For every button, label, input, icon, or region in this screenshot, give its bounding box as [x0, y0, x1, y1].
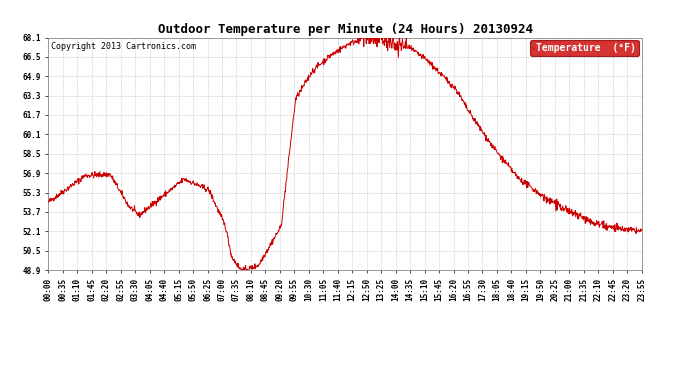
Title: Outdoor Temperature per Minute (24 Hours) 20130924: Outdoor Temperature per Minute (24 Hours… [157, 23, 533, 36]
Text: Copyright 2013 Cartronics.com: Copyright 2013 Cartronics.com [51, 42, 196, 51]
Legend: Temperature  (°F): Temperature (°F) [530, 40, 639, 56]
